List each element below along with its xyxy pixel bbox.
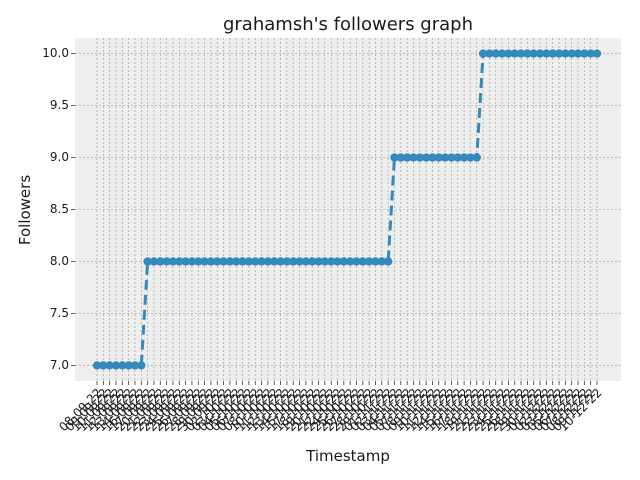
x-axis-label: Timestamp <box>305 447 390 465</box>
data-point <box>200 257 209 266</box>
data-point <box>491 49 500 58</box>
data-point <box>238 257 247 266</box>
data-point <box>339 257 349 266</box>
data-point <box>168 257 178 266</box>
data-point <box>459 153 469 162</box>
data-point <box>453 153 462 162</box>
data-point <box>225 257 235 266</box>
data-point <box>472 153 481 162</box>
data-point <box>137 361 146 370</box>
series-line <box>92 49 602 370</box>
data-point <box>358 257 368 266</box>
data-point <box>124 361 133 370</box>
data-point <box>149 257 159 266</box>
data-point <box>409 153 418 162</box>
data-point <box>377 257 387 266</box>
data-point <box>383 257 393 266</box>
y-tick-label: 8.5 <box>50 202 69 216</box>
data-point <box>554 49 564 58</box>
data-point <box>143 257 152 266</box>
data-point <box>504 49 513 58</box>
data-point <box>130 361 140 370</box>
data-point <box>447 153 456 162</box>
chart-title: grahamsh's followers graph <box>223 14 473 35</box>
y-tick-label: 8.0 <box>50 254 69 268</box>
data-point <box>213 257 222 266</box>
data-point <box>390 153 399 162</box>
data-point <box>586 49 595 58</box>
data-point <box>478 49 488 58</box>
data-point <box>111 361 121 370</box>
data-point <box>232 257 241 266</box>
data-point <box>276 257 285 266</box>
y-tick-label: 9.0 <box>50 150 69 164</box>
data-point <box>156 257 165 266</box>
data-point <box>466 153 475 162</box>
data-point <box>295 257 304 266</box>
data-point <box>206 257 216 266</box>
data-point <box>516 49 526 58</box>
data-point <box>580 49 589 58</box>
data-point <box>440 153 450 162</box>
data-point <box>542 49 551 58</box>
data-point <box>194 257 203 266</box>
data-point <box>181 257 190 266</box>
data-point <box>364 257 374 266</box>
data-point <box>523 49 532 58</box>
data-point <box>371 257 380 266</box>
data-point <box>320 257 330 266</box>
data-point <box>289 257 298 266</box>
data-point <box>485 49 494 58</box>
y-axis-label: Followers <box>16 175 34 245</box>
data-point <box>396 153 405 162</box>
data-point <box>428 153 437 162</box>
data-point <box>244 257 254 266</box>
y-tick-label: 7.5 <box>50 306 69 320</box>
y-axis-ticks: 7.0 7.5 8.0 8.5 9.0 9.5 10.0 <box>42 46 75 372</box>
data-point <box>352 257 361 266</box>
y-tick-label: 10.0 <box>42 46 69 60</box>
data-point <box>548 49 557 58</box>
data-point <box>219 257 228 266</box>
data-point <box>561 49 570 58</box>
data-point <box>345 257 355 266</box>
data-point <box>510 49 519 58</box>
data-point <box>333 257 342 266</box>
data-point <box>92 361 102 370</box>
y-tick-label: 9.5 <box>50 98 69 112</box>
x-gridlines <box>96 38 598 381</box>
data-point <box>270 257 279 266</box>
data-point <box>326 257 336 266</box>
data-point <box>434 153 443 162</box>
data-point <box>263 257 273 266</box>
x-axis-ticks: 08-09-2209-09-2210-09-2211-09-2212-09-22… <box>56 381 605 434</box>
data-point <box>592 49 602 58</box>
data-point <box>314 257 323 266</box>
data-point <box>415 153 424 162</box>
data-point <box>99 361 108 370</box>
data-point <box>105 361 114 370</box>
data-point <box>573 49 583 58</box>
data-point <box>421 153 431 162</box>
y-tick-label: 7.0 <box>50 358 69 372</box>
data-point <box>118 361 127 370</box>
data-point <box>402 153 412 162</box>
data-point <box>187 257 197 266</box>
data-point <box>175 257 184 266</box>
data-point <box>567 49 576 58</box>
data-point <box>162 257 171 266</box>
data-point <box>307 257 317 266</box>
data-point <box>301 257 311 266</box>
data-point <box>497 49 507 58</box>
data-point <box>282 257 292 266</box>
data-point <box>529 49 538 58</box>
data-point <box>535 49 545 58</box>
data-point <box>257 257 266 266</box>
data-point <box>251 257 260 266</box>
